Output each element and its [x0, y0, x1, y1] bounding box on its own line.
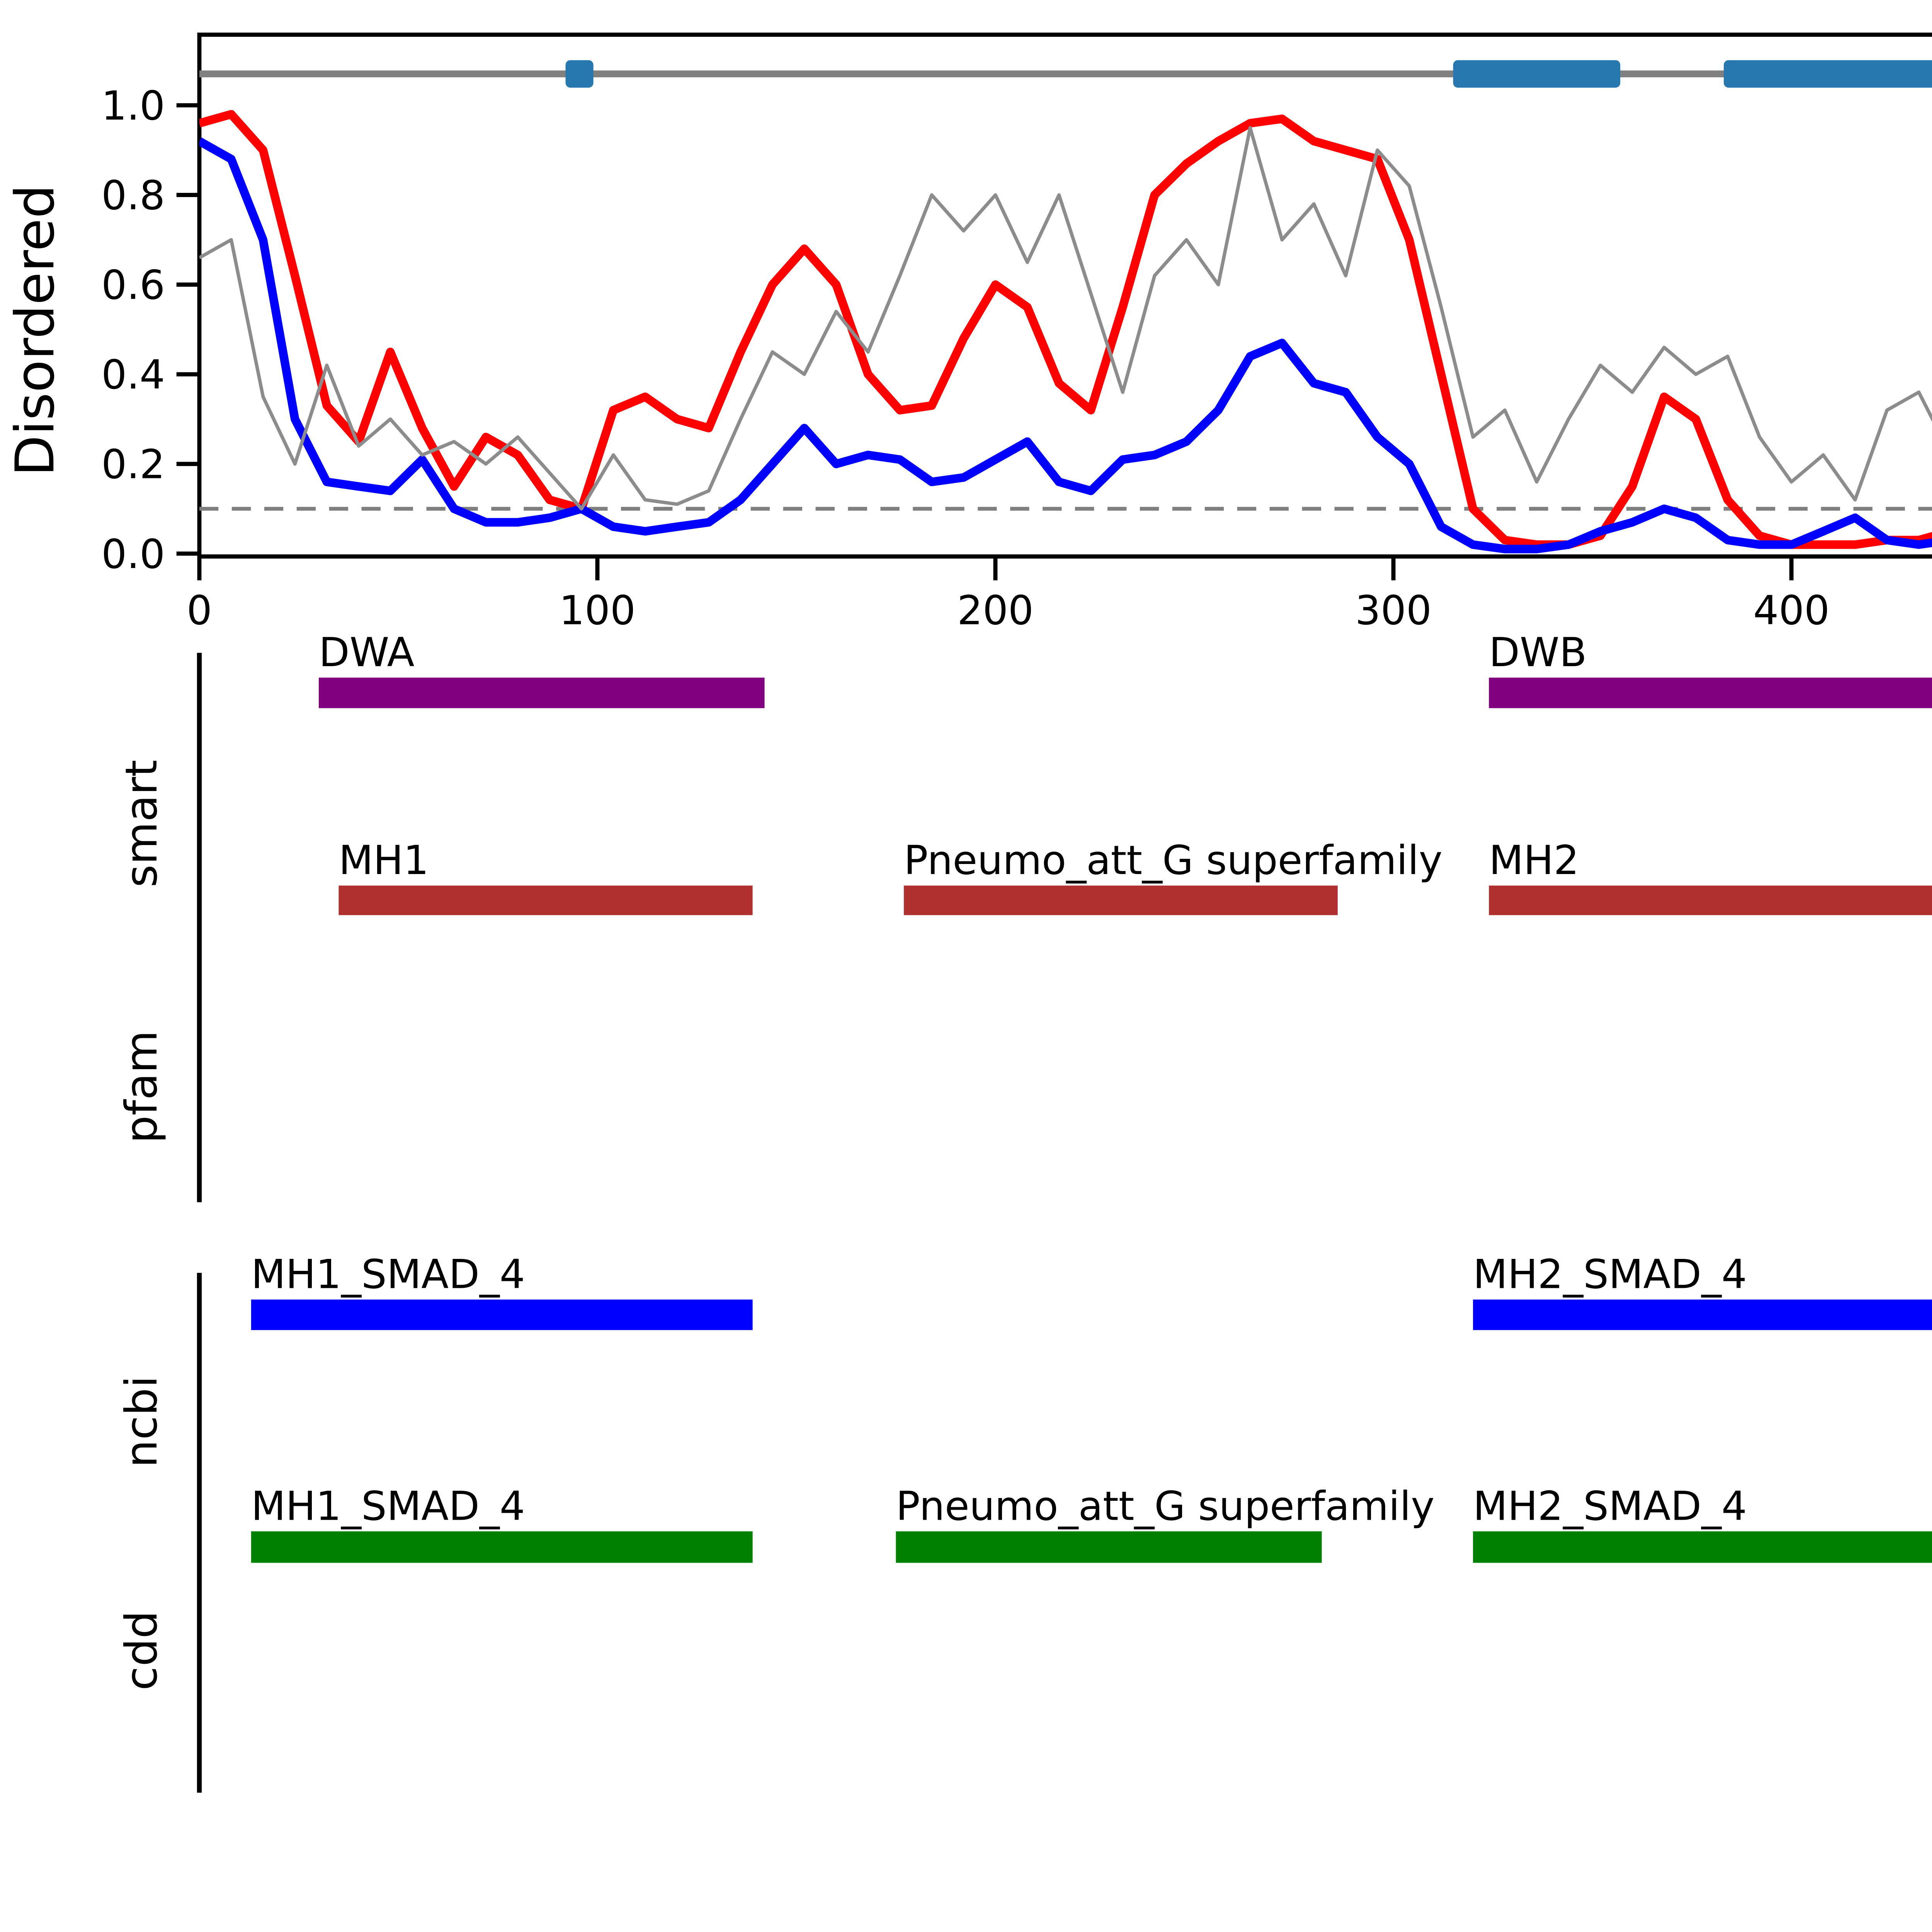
disorder-curves — [199, 110, 1932, 554]
domain-label-pfam-MH1: MH1 — [338, 837, 429, 884]
domain-label-pfam-Pneumo_att_G superfamily: Pneumo_att_G superfamily — [904, 837, 1442, 884]
ordered-region-marker-0 — [565, 60, 594, 88]
disorder-ylabel: Disordered — [4, 184, 66, 476]
domain-bar-cdd-Pneumo_att_G superfamily — [896, 1531, 1322, 1563]
domain-label-cdd-Pneumo_att_G superfamily: Pneumo_att_G superfamily — [896, 1483, 1435, 1529]
ytick-label: 0.6 — [101, 262, 165, 309]
domain-label-cdd-MH2_SMAD_4: MH2_SMAD_4 — [1473, 1483, 1747, 1529]
ordered-region-marker-1 — [1453, 60, 1621, 88]
xtick-top-label: 300 — [1355, 587, 1432, 634]
domain-bar-smart-DWA — [318, 677, 765, 708]
domain-label-smart-DWA: DWA — [319, 629, 415, 676]
domain-label-smart-DWB: DWB — [1489, 629, 1587, 676]
ytick-label: 0.0 — [101, 531, 165, 578]
domain-label-ncbi-MH1_SMAD_4: MH1_SMAD_4 — [251, 1252, 525, 1298]
domain-label-cdd-MH1_SMAD_4: MH1_SMAD_4 — [251, 1483, 525, 1529]
disorder-plot-box — [197, 32, 1932, 559]
curve-spot-d — [199, 137, 1932, 554]
track-axis-label-smart: smart — [116, 760, 167, 888]
domain-label-pfam-MH2: MH2 — [1489, 837, 1579, 884]
domain-bar-ncbi-MH2_SMAD_4 — [1473, 1299, 1932, 1330]
domain-bar-pfam-Pneumo_att_G superfamily — [904, 885, 1338, 915]
xtick-top-label: 100 — [559, 587, 636, 634]
ytick-label: 1.0 — [101, 83, 165, 129]
domain-bar-ncbi-MH1_SMAD_4 — [251, 1299, 753, 1330]
domain-bar-pfam-MH2 — [1489, 885, 1932, 915]
curve-iupred — [199, 126, 1932, 511]
track-axis-label-ncbi: ncbi — [116, 1376, 167, 1468]
ytick-label: 0.4 — [101, 352, 165, 398]
xtick-top-label: 200 — [957, 587, 1034, 634]
ytick-label: 0.2 — [101, 442, 165, 488]
xtick-top-label: 0 — [187, 587, 212, 634]
xtick-top-label: 400 — [1753, 587, 1830, 634]
domain-bar-pfam-MH1 — [338, 885, 753, 915]
domain-bar-smart-DWB — [1489, 677, 1932, 708]
domain-label-ncbi-MH2_SMAD_4: MH2_SMAD_4 — [1473, 1252, 1747, 1298]
domain-bar-cdd-MH2_SMAD_4 — [1473, 1531, 1932, 1563]
ordered-region-marker-2 — [1724, 60, 1932, 88]
ytick-label: 0.8 — [101, 173, 165, 219]
track-axis-label-cdd: cdd — [116, 1611, 167, 1690]
curve-disopred — [199, 110, 1932, 549]
track-axis-label-pfam: pfam — [116, 1031, 167, 1143]
domain-bar-cdd-MH1_SMAD_4 — [251, 1531, 753, 1563]
